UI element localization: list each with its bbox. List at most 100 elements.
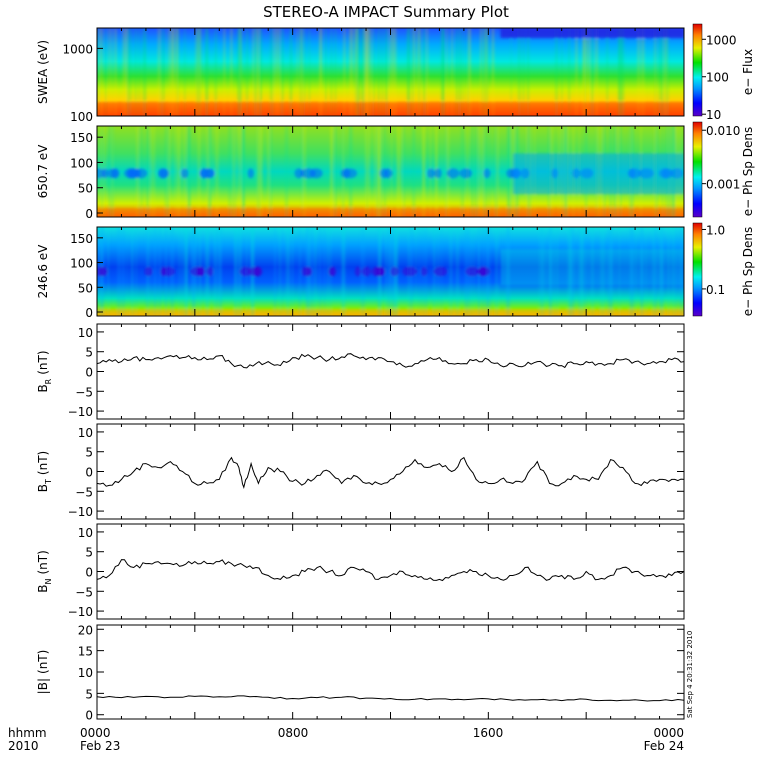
swea-streak bbox=[223, 28, 226, 116]
x-date-label-end: Feb 24 bbox=[644, 739, 684, 753]
pad650-streak bbox=[396, 126, 399, 217]
pad650-y-tick-label: 150 bbox=[70, 131, 93, 145]
swea-streak bbox=[468, 28, 470, 116]
swea-streak bbox=[299, 28, 303, 116]
pad246-purple-spot bbox=[196, 266, 205, 277]
swea-streak bbox=[450, 28, 454, 116]
swea-colorbar-tick-label: 100 bbox=[706, 71, 729, 85]
pad246-streak bbox=[153, 227, 158, 316]
pad246-streak bbox=[217, 227, 222, 316]
swea-streak bbox=[446, 28, 449, 116]
swea-streak bbox=[455, 28, 458, 116]
pad246-purple-spot bbox=[161, 266, 176, 277]
bmag-ylabel: |B| (nT) bbox=[36, 650, 50, 695]
bn-frame bbox=[96, 523, 685, 620]
pad246-streak bbox=[278, 227, 281, 316]
swea-streak bbox=[393, 28, 397, 116]
bt-ylabel-unit: (nT) bbox=[36, 451, 50, 475]
pad246-streak bbox=[135, 227, 137, 316]
pad650-streak bbox=[179, 126, 182, 217]
swea-streak bbox=[426, 28, 429, 116]
pad246-colorbar bbox=[692, 222, 703, 317]
bt-y-tick-label: 5 bbox=[85, 446, 93, 460]
bmag-ylabel-main: |B| bbox=[36, 678, 50, 694]
pad246-streak bbox=[107, 227, 110, 316]
swea-streak bbox=[568, 28, 571, 116]
pad650-streak bbox=[228, 126, 231, 217]
pad650-blue-spot bbox=[158, 168, 170, 179]
pad650-streak bbox=[398, 126, 403, 217]
swea-streak bbox=[122, 28, 126, 116]
pad650-colorbar-tick-label: 0.001 bbox=[706, 178, 740, 192]
swea-streak bbox=[324, 28, 327, 116]
pad246-streak bbox=[213, 227, 217, 316]
pad246-streak bbox=[119, 227, 122, 316]
swea-streak bbox=[99, 28, 104, 116]
pad650-streak bbox=[470, 126, 474, 217]
pad246-streak bbox=[184, 227, 189, 316]
pad246-streak bbox=[418, 227, 421, 316]
swea-streak bbox=[126, 28, 129, 116]
br-y-tick-label: 10 bbox=[78, 326, 93, 340]
swea-streak bbox=[412, 28, 416, 116]
swea-streak bbox=[334, 28, 337, 116]
swea-streak bbox=[467, 28, 470, 116]
bn-y-tick-label: 5 bbox=[85, 546, 93, 560]
pad650-streak bbox=[150, 126, 154, 217]
pad650-streak bbox=[373, 126, 377, 217]
bmag-y-tick-label: 0 bbox=[85, 709, 93, 723]
swea-streak bbox=[575, 28, 578, 116]
swea-streak bbox=[482, 28, 485, 116]
x-tick-label-0000-end: 0000 bbox=[653, 726, 684, 740]
swea-streak bbox=[386, 28, 389, 116]
timestamp-stamp: Sat Sep 4 20:31:32 2010 bbox=[686, 631, 694, 718]
swea-streak bbox=[204, 28, 208, 116]
pad246-purple-spot bbox=[390, 266, 399, 277]
swea-streak bbox=[510, 28, 512, 116]
swea-streak bbox=[377, 28, 380, 116]
pad246-purple-spot bbox=[305, 266, 313, 277]
swea-streak bbox=[406, 28, 411, 116]
swea-streak bbox=[196, 28, 198, 116]
pad246-streak bbox=[273, 227, 277, 316]
pad650-streak bbox=[230, 126, 235, 217]
bn-panel: 10 5 0 −5 −10 BN (nT) bbox=[36, 523, 685, 620]
swea-colorbar-title: e− Flux bbox=[741, 49, 755, 95]
swea-streak bbox=[423, 28, 427, 116]
swea-streak bbox=[369, 28, 372, 116]
pad650-streak bbox=[232, 126, 236, 217]
swea-streak bbox=[391, 28, 395, 116]
swea-streak bbox=[654, 28, 656, 116]
swea-streak bbox=[412, 28, 414, 116]
pad246-axes: 150 100 50 0 246.6 eV 1.0 0.1 e− Ph Sp Dens bbox=[36, 222, 755, 320]
pad650-streak bbox=[215, 126, 219, 217]
pad246-streak bbox=[318, 227, 322, 316]
swea-streak bbox=[303, 28, 306, 116]
pad650-blue-spot bbox=[309, 168, 323, 179]
pad246-colorbar-tick-label: 0.1 bbox=[706, 283, 725, 297]
swea-streak bbox=[458, 28, 461, 116]
swea-streak bbox=[348, 28, 352, 116]
pad246-streak bbox=[216, 227, 218, 316]
pad246-streak bbox=[281, 227, 284, 316]
pad246-streak bbox=[385, 227, 388, 316]
pad246-y-tick-label: 50 bbox=[78, 281, 93, 295]
swea-streak bbox=[479, 28, 483, 116]
swea-streak bbox=[621, 28, 625, 116]
swea-streak bbox=[364, 28, 368, 116]
pad246-streak bbox=[219, 227, 223, 316]
swea-streak bbox=[108, 28, 111, 116]
swea-streak bbox=[214, 28, 218, 116]
swea-streak bbox=[485, 28, 489, 116]
swea-low-flux-region bbox=[500, 28, 684, 38]
swea-streak bbox=[273, 28, 277, 116]
swea-streak bbox=[200, 28, 202, 116]
swea-streak bbox=[245, 28, 249, 116]
pad650-streak bbox=[238, 126, 241, 217]
swea-streak bbox=[522, 28, 525, 116]
pad246-y-tick-label: 150 bbox=[70, 232, 93, 246]
swea-heatmap-texture bbox=[97, 28, 684, 116]
swea-streak bbox=[481, 28, 483, 116]
pad246-streak bbox=[234, 227, 237, 316]
x-date-label-start: Feb 23 bbox=[80, 739, 120, 753]
